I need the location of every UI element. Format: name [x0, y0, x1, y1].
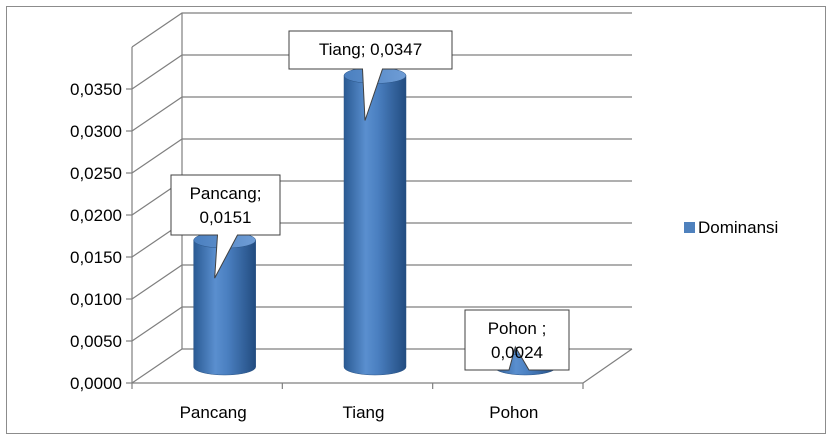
bar-body	[343, 75, 407, 376]
bar-pancang	[193, 231, 256, 376]
data-label-text: Pancang;	[190, 184, 262, 203]
callout-box	[464, 309, 570, 371]
y-tick-label: 0,0200	[70, 206, 122, 225]
callout-box	[288, 30, 453, 121]
legend-swatch-dominansi	[684, 222, 695, 233]
legend-label-dominansi: Dominansi	[698, 218, 778, 237]
x-tick-label: Pohon	[489, 403, 538, 422]
bar-tiang	[343, 67, 407, 376]
legend: Dominansi	[684, 218, 778, 237]
y-tick-label: 0,0300	[70, 122, 122, 141]
data-label-pohon: Pohon ; 0,0024	[464, 309, 570, 371]
callout-box	[170, 174, 281, 279]
y-tick-label: 0,0000	[70, 374, 122, 393]
data-label-text: Tiang; 0,0347	[319, 40, 422, 59]
y-tick-label: 0,0250	[70, 164, 122, 183]
data-label-text: 0,0151	[200, 208, 252, 227]
data-label-text: 0,0024	[491, 343, 543, 362]
x-tick-label: Pancang	[180, 403, 247, 422]
y-tick-label: 0,0050	[70, 332, 122, 351]
chart-frame	[6, 6, 826, 434]
bar-body	[193, 239, 256, 376]
data-label-pancang: Pancang; 0,0151	[170, 174, 281, 279]
data-label-tiang: Tiang; 0,0347	[288, 30, 453, 121]
x-tick-labels: Pancang Tiang Pohon	[180, 403, 539, 422]
y-tick-label: 0,0150	[70, 248, 122, 267]
x-tick-label: Tiang	[343, 403, 385, 422]
y-tick-label: 0,0350	[70, 80, 122, 99]
data-label-text: Pohon ;	[488, 319, 547, 338]
y-tick-label: 0,0100	[70, 290, 122, 309]
y-tick-labels: 0,0000 0,0050 0,0100 0,0150 0,0200 0,0250 0,03…	[70, 80, 122, 393]
data-labels: Pancang; 0,0151 Tiang; 0,0347 Pohon ; 0,0024	[170, 30, 570, 371]
